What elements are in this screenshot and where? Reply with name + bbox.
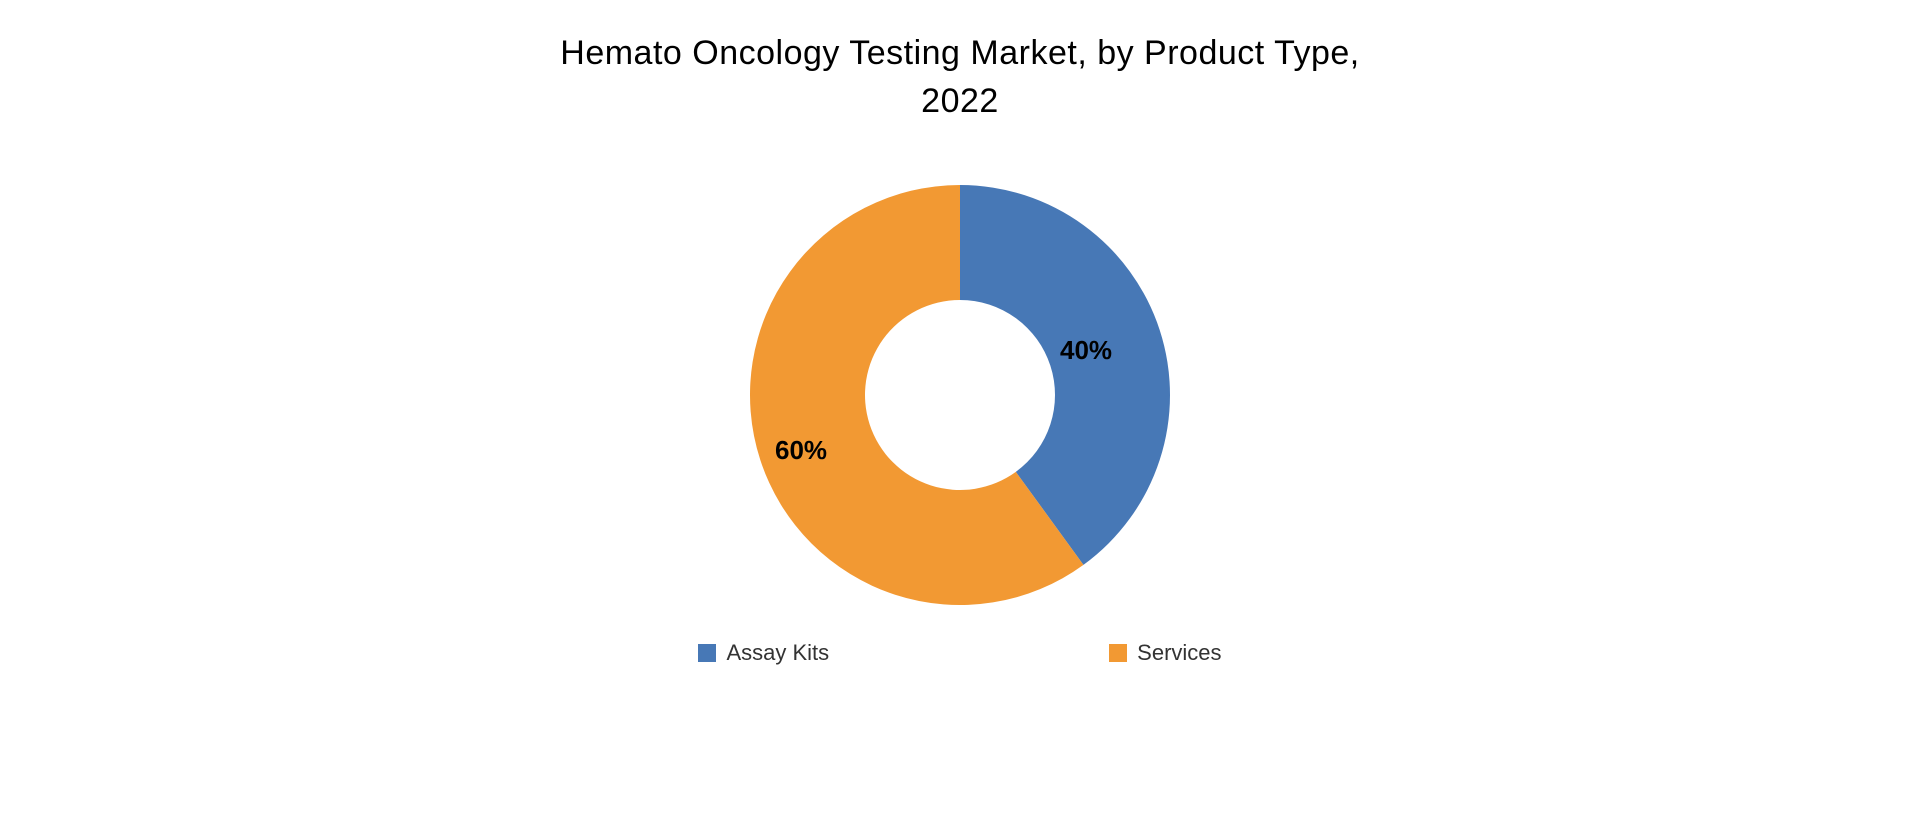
legend-marker-assay-kits bbox=[698, 644, 716, 662]
chart-title: Hemato Oncology Testing Market, by Produ… bbox=[560, 30, 1359, 125]
donut-svg bbox=[750, 185, 1170, 605]
legend-label-assay-kits: Assay Kits bbox=[726, 640, 829, 666]
legend-label-services: Services bbox=[1137, 640, 1221, 666]
legend-item-services: Services bbox=[1109, 640, 1221, 666]
legend-marker-services bbox=[1109, 644, 1127, 662]
donut-chart: 40% 60% bbox=[750, 185, 1170, 605]
chart-legend: Assay Kits Services bbox=[698, 640, 1221, 666]
chart-container: Hemato Oncology Testing Market, by Produ… bbox=[0, 0, 1920, 818]
chart-title-line2: 2022 bbox=[560, 78, 1359, 126]
chart-title-line1: Hemato Oncology Testing Market, by Produ… bbox=[560, 30, 1359, 78]
legend-item-assay-kits: Assay Kits bbox=[698, 640, 829, 666]
slice-label-services: 60% bbox=[775, 435, 827, 466]
slice-label-assay-kits: 40% bbox=[1060, 335, 1112, 366]
